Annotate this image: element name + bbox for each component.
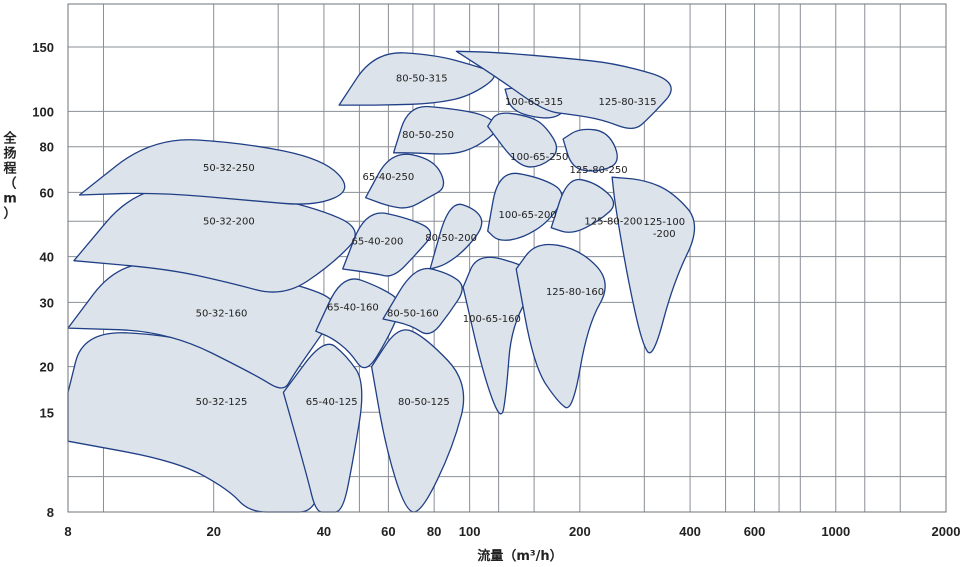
x-tick-label: 1000 <box>821 524 850 539</box>
y-tick-label: 40 <box>40 250 54 265</box>
x-tick-label: 2000 <box>932 524 960 539</box>
region-label-125-80-160: 125-80-160 <box>546 287 604 298</box>
region-labels: 50-32-125 50-32-160 50-32-200 50-32-250 65-4… <box>196 73 686 408</box>
region-65-40-250 <box>364 153 445 209</box>
region-65-40-125 <box>282 343 363 513</box>
region-125-80-160 <box>515 243 606 409</box>
region-125-100-200 <box>611 176 696 354</box>
region-label-50-32-250: 50-32-250 <box>203 163 255 174</box>
x-tick-label: 60 <box>381 524 395 539</box>
x-tick-label: 20 <box>206 524 220 539</box>
x-tick-label: 600 <box>744 524 766 539</box>
region-label-100-65-250: 100-65-250 <box>510 152 568 163</box>
region-label-65-40-200: 65-40-200 <box>352 237 404 248</box>
y-tick-label: 60 <box>40 185 54 200</box>
y-tick-label: 15 <box>40 405 54 420</box>
region-label-125-80-200: 125-80-200 <box>584 216 642 227</box>
x-tick-label: 100 <box>459 524 481 539</box>
x-tick-label: 200 <box>569 524 591 539</box>
y-tick-label: 30 <box>40 295 54 310</box>
region-125-80-200 <box>550 178 615 233</box>
region-label-80-50-160: 80-50-160 <box>387 308 439 319</box>
region-label-50-32-125: 50-32-125 <box>196 397 248 408</box>
region-label-80-50-125: 80-50-125 <box>398 397 450 408</box>
x-tick-label: 40 <box>317 524 331 539</box>
region-80-50-160 <box>382 267 463 335</box>
x-axis-title: 流量（m³/h） <box>477 548 562 564</box>
region-80-50-200 <box>429 203 483 270</box>
region-label-65-40-250: 65-40-250 <box>363 172 415 183</box>
region-50-32-200 <box>73 186 356 293</box>
region-label-80-50-315: 80-50-315 <box>396 73 448 84</box>
region-100-65-250 <box>487 112 558 168</box>
y-tick-label: 20 <box>40 360 54 375</box>
region-label-100-65-200: 100-65-200 <box>499 210 557 221</box>
region-label-50-32-200: 50-32-200 <box>203 216 255 227</box>
region-label-125-100-200: 125-100 -200 <box>643 217 685 240</box>
pump-regions <box>67 50 696 513</box>
region-125-80-250 <box>562 128 618 172</box>
region-label-100-65-160: 100-65-160 <box>463 314 521 325</box>
plot-frame <box>67 3 947 513</box>
x-tick-label: 80 <box>427 524 441 539</box>
region-label-125-80-315: 125-80-315 <box>599 97 657 108</box>
svg-text:全扬程（m）: 全扬程（ m） <box>2 131 17 222</box>
region-125-80-315 <box>455 50 672 129</box>
region-label-80-50-200: 80-50-200 <box>425 233 477 244</box>
region-50-32-250 <box>78 139 346 205</box>
y-tick-label: 80 <box>40 140 54 155</box>
y-tick-label: 100 <box>32 104 54 119</box>
region-100-65-200 <box>487 172 563 241</box>
region-label-50-32-160: 50-32-160 <box>196 308 248 319</box>
region-label-65-40-125: 65-40-125 <box>306 397 358 408</box>
region-label-100-65-315: 100-65-315 <box>505 97 563 108</box>
y-tick-label: 150 <box>32 40 54 55</box>
y-tick-label: 8 <box>47 505 54 520</box>
x-tick-label: 8 <box>64 524 71 539</box>
x-tick-label: 400 <box>679 524 701 539</box>
region-label-125-80-250: 125-80-250 <box>570 165 628 176</box>
region-label-80-50-250: 80-50-250 <box>402 130 454 141</box>
region-65-40-200 <box>342 212 432 277</box>
y-axis-title: 全扬程（ m） <box>2 131 17 222</box>
region-label-65-40-160: 65-40-160 <box>327 303 379 314</box>
tick-labels: 8 20 40 60 80 100 200 400 600 1000 2000 8 15 20 30 40 60… <box>32 40 960 539</box>
region-80-50-125 <box>370 329 465 513</box>
